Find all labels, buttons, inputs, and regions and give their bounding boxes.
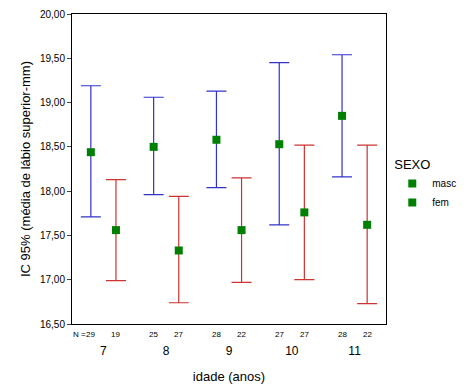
svg-text:11: 11: [348, 344, 361, 358]
svg-text:20,00: 20,00: [40, 9, 65, 20]
svg-text:19,00: 19,00: [40, 97, 65, 108]
svg-text:17,00: 17,00: [40, 274, 65, 285]
svg-text:fem: fem: [432, 197, 449, 208]
svg-text:IC 95% (média de lábio superio: IC 95% (média de lábio superior-mm): [18, 61, 33, 277]
svg-text:18,50: 18,50: [40, 141, 65, 152]
svg-text:29: 29: [86, 330, 95, 339]
svg-text:SEXO: SEXO: [394, 157, 430, 172]
svg-text:18,00: 18,00: [40, 186, 65, 197]
svg-text:22: 22: [237, 330, 246, 339]
svg-text:19,50: 19,50: [40, 53, 65, 64]
svg-text:27: 27: [300, 330, 309, 339]
svg-text:10: 10: [285, 344, 299, 358]
svg-text:25: 25: [149, 330, 158, 339]
svg-text:22: 22: [363, 330, 372, 339]
svg-text:idade (anos): idade (anos): [193, 369, 265, 384]
svg-text:masc: masc: [432, 178, 456, 189]
svg-text:28: 28: [338, 330, 347, 339]
svg-text:27: 27: [174, 330, 183, 339]
svg-text:7: 7: [100, 344, 107, 358]
svg-text:28: 28: [212, 330, 221, 339]
svg-text:27: 27: [275, 330, 284, 339]
svg-text:19: 19: [111, 330, 120, 339]
svg-text:8: 8: [163, 344, 170, 358]
svg-text:17,50: 17,50: [40, 230, 65, 241]
svg-text:N =: N =: [73, 330, 86, 339]
svg-text:9: 9: [226, 344, 233, 358]
svg-text:16,50: 16,50: [40, 319, 65, 330]
